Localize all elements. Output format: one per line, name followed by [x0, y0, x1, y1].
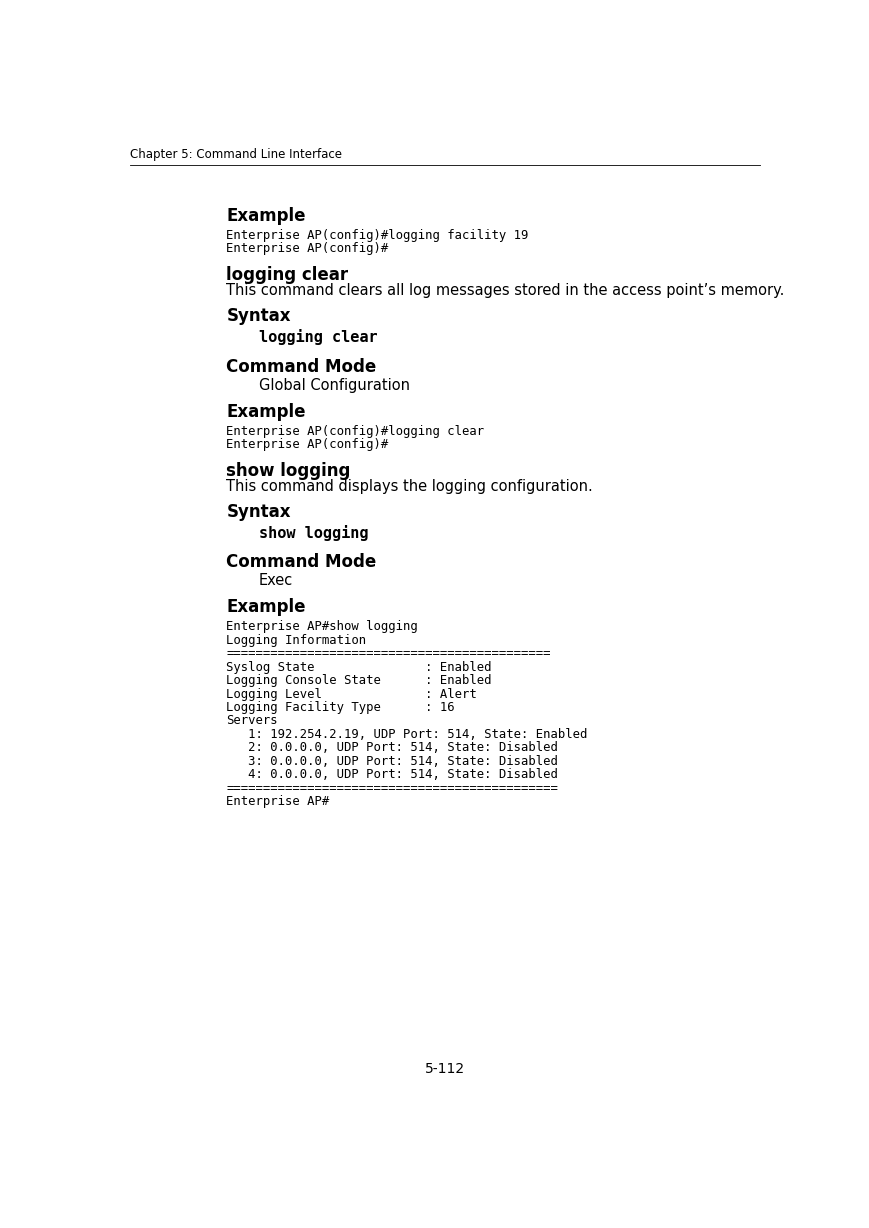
Text: Logging Level              : Alert: Logging Level : Alert [227, 688, 477, 700]
Text: 1: 192.254.2.19, UDP Port: 514, State: Enabled: 1: 192.254.2.19, UDP Port: 514, State: E… [227, 728, 587, 740]
Text: Exec: Exec [259, 573, 293, 588]
Text: Syntax: Syntax [227, 307, 291, 324]
Text: Example: Example [227, 208, 306, 226]
Text: Command Mode: Command Mode [227, 553, 376, 571]
Text: 3: 0.0.0.0, UDP Port: 514, State: Disabled: 3: 0.0.0.0, UDP Port: 514, State: Disabl… [227, 755, 558, 768]
Text: This command displays the logging configuration.: This command displays the logging config… [227, 479, 594, 494]
Text: This command clears all log messages stored in the access point’s memory.: This command clears all log messages sto… [227, 282, 785, 298]
Text: Enterprise AP#: Enterprise AP# [227, 796, 329, 808]
Text: Logging Console State      : Enabled: Logging Console State : Enabled [227, 674, 492, 686]
Text: 5-112: 5-112 [425, 1062, 466, 1076]
Text: Command Mode: Command Mode [227, 357, 376, 376]
Text: Example: Example [227, 598, 306, 615]
Text: ============================================: ========================================… [227, 647, 551, 661]
Text: Syntax: Syntax [227, 503, 291, 521]
Text: Syslog State               : Enabled: Syslog State : Enabled [227, 661, 492, 674]
Text: Enterprise AP(config)#logging clear: Enterprise AP(config)#logging clear [227, 425, 485, 437]
Text: Example: Example [227, 403, 306, 421]
Text: 4: 0.0.0.0, UDP Port: 514, State: Disabled: 4: 0.0.0.0, UDP Port: 514, State: Disabl… [227, 769, 558, 781]
Text: Enterprise AP(config)#logging facility 19: Enterprise AP(config)#logging facility 1… [227, 228, 529, 242]
Text: show logging: show logging [259, 526, 368, 542]
Text: 2: 0.0.0.0, UDP Port: 514, State: Disabled: 2: 0.0.0.0, UDP Port: 514, State: Disabl… [227, 742, 558, 754]
Text: logging clear: logging clear [259, 329, 378, 345]
Text: =============================================: ========================================… [227, 782, 558, 795]
Text: Servers: Servers [227, 715, 278, 727]
Text: Enterprise AP#show logging: Enterprise AP#show logging [227, 620, 418, 634]
Text: Global Configuration: Global Configuration [259, 377, 410, 393]
Text: Enterprise AP(config)#: Enterprise AP(config)# [227, 438, 388, 451]
Text: show logging: show logging [227, 462, 351, 480]
Text: Enterprise AP(config)#: Enterprise AP(config)# [227, 242, 388, 255]
Text: Logging Information: Logging Information [227, 634, 367, 647]
Text: Chapter 5: Command Line Interface: Chapter 5: Command Line Interface [130, 147, 342, 161]
Text: Logging Facility Type      : 16: Logging Facility Type : 16 [227, 701, 455, 713]
Text: logging clear: logging clear [227, 266, 348, 284]
